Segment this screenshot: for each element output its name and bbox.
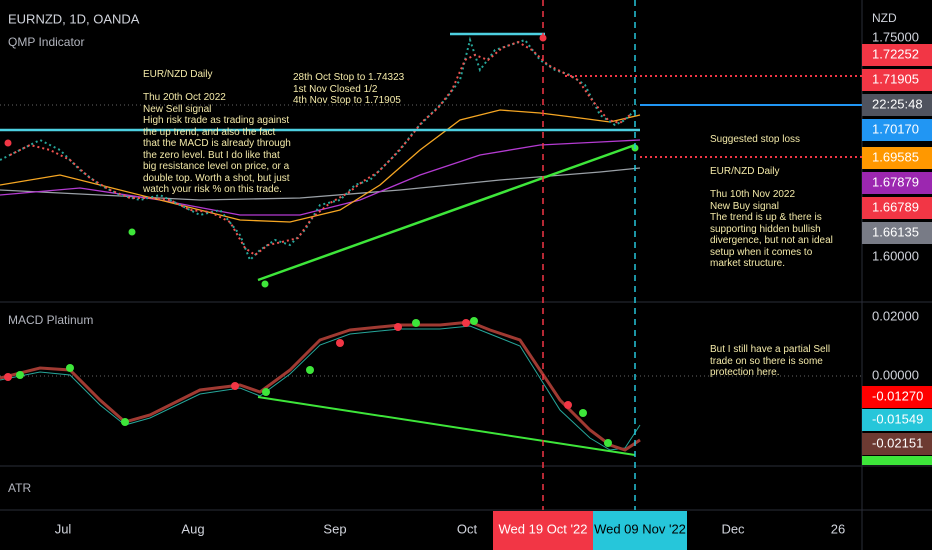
annotation-line: New Sell signal [143, 103, 212, 115]
ma-purple [0, 139, 641, 216]
price-badge [862, 119, 932, 141]
annotation-line: supporting hidden bullish [710, 223, 821, 235]
price-label: -0.01549 [872, 411, 923, 426]
ma-grey [0, 167, 641, 201]
price-badge [862, 147, 932, 169]
annotation-line: big resistance level on price, or a [143, 161, 290, 172]
annotation-line: double top. Worth a shot, but just [143, 172, 290, 184]
annotation: EUR/NZD Daily Thu 10th Nov 2022 New Buy si… [710, 166, 833, 270]
annotation-line: 28th Oct Stop to 1.74323 [293, 72, 405, 83]
time-badge-label: Wed 19 Oct '22 [499, 521, 588, 536]
macd-line [0, 320, 641, 452]
macd-dot [121, 418, 129, 426]
price-badge [862, 94, 932, 116]
macd-dot [462, 319, 470, 327]
ma-orange [0, 109, 641, 223]
annotation-line: 1st Nov Closed 1/2 [293, 83, 378, 95]
annotation-line: trade on so there is some [710, 355, 823, 367]
signal-dot [261, 280, 269, 288]
annotation-line: High risk trade as trading against [143, 115, 290, 126]
signal-dot [128, 228, 136, 236]
price-label: 22:25:48 [872, 96, 923, 111]
macd-dot [579, 409, 587, 417]
macd-dot [16, 371, 24, 379]
trendline [257, 143, 636, 282]
price-label: 1.75000 [872, 29, 919, 44]
price-badge [862, 69, 932, 91]
price-label: 1.66789 [872, 199, 919, 214]
time-badge [493, 511, 593, 550]
price-badge [862, 409, 932, 431]
pane-label: MACD Platinum [8, 313, 93, 327]
price-label: -0.02151 [872, 435, 923, 450]
price-label: 1.72252 [872, 46, 919, 61]
price-label: 1.66135 [872, 224, 919, 239]
price-label: -0.01270 [872, 388, 923, 403]
time-label: Oct [457, 521, 478, 536]
annotation-line: setup when it comes to [710, 246, 813, 258]
annotation-line: divergence, but not an ideal [710, 235, 833, 246]
annotation-line: But I still have a partial Sell [710, 344, 831, 355]
annotation-line: 4th Nov Stop to 1.71905 [293, 95, 401, 106]
signal-dot [4, 139, 12, 147]
annotation-line: Thu 20th Oct 2022 [143, 92, 226, 103]
price-badge [862, 222, 932, 244]
annotation-line: that the MACD is already through [143, 138, 291, 149]
macd-dot [336, 339, 344, 347]
macd-dot [66, 364, 74, 372]
price-label: 1.67879 [872, 174, 919, 189]
price-label: 1.70170 [872, 121, 919, 136]
annotation-line: market structure. [710, 258, 786, 269]
macd-dot [412, 319, 420, 327]
annotation-line: New Buy signal [710, 200, 779, 212]
annotation: 28th Oct Stop to 1.74323 1st Nov Closed 1… [293, 72, 404, 107]
annotation: EUR/NZD Daily Thu 20th Oct 2022 New Sell s… [143, 69, 291, 196]
price-badge [862, 44, 932, 66]
time-label: Sep [323, 521, 346, 536]
price-label: 0.02000 [872, 308, 919, 323]
annotation: Suggested stop loss [710, 134, 800, 146]
annotation-line: The trend is up & there is [710, 212, 822, 223]
price-badge [862, 197, 932, 219]
macd-dot [306, 366, 314, 374]
pane-label: ATR [8, 481, 31, 495]
macd-dot [604, 439, 612, 447]
price-badge [862, 386, 932, 408]
annotation-line: watch your risk % on this trade. [143, 184, 282, 195]
price-label: 1.69585 [872, 149, 919, 164]
price-label: 1.60000 [872, 248, 919, 263]
currency: NZD [872, 11, 897, 25]
annotation-line: Suggested stop loss [710, 134, 801, 145]
macd-dot [231, 382, 239, 390]
macd-dot [262, 388, 270, 396]
macd-divergence-line [257, 396, 636, 456]
time-badge-label: Wed 09 Nov '22 [594, 521, 686, 536]
macd-dot [394, 323, 402, 331]
annotation-line: Thu 10th Nov 2022 [710, 189, 796, 200]
macd-signal [0, 325, 641, 451]
time-label: Dec [721, 521, 745, 536]
time-label: Jul [55, 521, 72, 536]
annotation-line: the zero level. But I do like that [143, 149, 280, 161]
time-label: Aug [181, 521, 204, 536]
macd-green-badge [862, 456, 932, 465]
macd-dot [564, 401, 572, 409]
indicator-name: QMP Indicator [8, 35, 84, 49]
price-badge [862, 433, 932, 455]
annotation-line: EUR/NZD Daily [710, 166, 780, 177]
price-label: 0.00000 [872, 367, 919, 382]
macd-dot [470, 317, 478, 325]
annotation: But I still have a partial Sell trade on … [710, 344, 830, 379]
symbol: EURNZD, 1D, OANDA [8, 11, 140, 26]
annotation-line: EUR/NZD Daily [143, 69, 213, 80]
time-badge [593, 511, 687, 550]
macd-dot [4, 373, 12, 381]
annotation-line: protection here. [710, 367, 780, 378]
time-label: 26 [831, 521, 845, 536]
annotation-line: the up trend, and also the fact [143, 126, 276, 138]
price-badge [862, 172, 932, 194]
price-label: 1.71905 [872, 71, 919, 86]
